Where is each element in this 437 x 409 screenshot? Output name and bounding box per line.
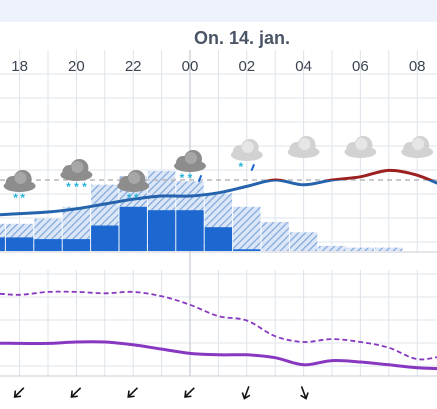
arrow-head	[13, 390, 22, 398]
arrow-head	[184, 390, 192, 398]
sleet-icon: * *	[174, 150, 206, 185]
date-label: On. 14. jan.	[194, 28, 290, 48]
precip-min-bar	[62, 239, 91, 251]
cloudy-icon	[287, 136, 320, 158]
raindrop-icon	[198, 175, 202, 182]
wind-direction-arrow	[184, 387, 195, 398]
arrow-shaft	[14, 387, 25, 397]
arrow-head	[127, 390, 135, 398]
hour-tick-label: 20	[68, 58, 85, 75]
cloud-part	[185, 152, 197, 164]
snow-icon: * * *	[60, 159, 93, 194]
light-snow-icon: * *	[3, 170, 36, 205]
cloudy-icon	[344, 136, 377, 158]
wind-gust-line	[0, 290, 437, 361]
snowflake-icon: *	[134, 191, 139, 205]
date-header-band	[0, 0, 437, 22]
snowflake-icon: *	[82, 180, 87, 194]
precip-min-bar	[119, 206, 147, 251]
cloud-part	[128, 172, 141, 184]
cloud-part	[14, 172, 27, 184]
arrow-head	[300, 392, 309, 400]
precip-min-bar	[233, 249, 261, 251]
hour-tick-label: 22	[125, 58, 142, 75]
cloud-part	[412, 138, 425, 150]
arrow-shaft	[71, 387, 82, 397]
hour-tick-label: 06	[352, 58, 369, 75]
wind-mean-line	[0, 340, 437, 371]
snowflake-icon: *	[188, 171, 193, 185]
precip-min-bar	[0, 237, 5, 251]
wind-direction-arrow	[70, 387, 82, 398]
hour-tick-label: 00	[182, 58, 199, 75]
precip-max-bar	[318, 245, 346, 251]
cloud-part	[241, 141, 254, 153]
wind-direction-arrow	[241, 386, 251, 400]
arrow-shaft	[185, 387, 195, 397]
cloud-part	[298, 138, 311, 150]
arrow-head	[70, 390, 78, 398]
cloud-part	[71, 161, 84, 173]
wind-direction-arrow	[127, 387, 139, 398]
hour-tick-label: 04	[295, 58, 312, 75]
precip-min-bar	[34, 239, 62, 251]
snowflake-icon: *	[127, 191, 132, 205]
light-snow-icon: * *	[117, 170, 150, 205]
temperature-line-cold	[0, 180, 437, 217]
snowflake-icon: *	[180, 171, 185, 185]
cloud-part	[355, 138, 368, 150]
arrow-shaft	[128, 387, 139, 397]
precip-max-bar	[346, 247, 375, 251]
precip-min-bar	[91, 225, 119, 251]
hour-tick-label: 08	[409, 58, 426, 75]
precip-max-bar	[289, 232, 318, 251]
precip-max-bar	[261, 222, 289, 251]
precip-min-bar	[204, 227, 233, 251]
precip-min-bar	[147, 210, 176, 251]
snowflake-icon: *	[13, 191, 18, 205]
wind-direction-arrow	[300, 386, 309, 400]
precip-min-bar	[176, 210, 204, 251]
light-sleet-icon: *	[230, 139, 263, 174]
arrow-head	[241, 392, 251, 400]
precip-max-bar	[233, 206, 261, 251]
precip-min-bar	[5, 237, 34, 251]
snowflake-icon: *	[66, 180, 71, 194]
precip-max-bar	[375, 247, 403, 251]
hour-tick-label: 02	[238, 58, 255, 75]
snowflake-icon: *	[238, 160, 243, 174]
raindrop-icon	[250, 164, 255, 171]
arrow-shaft	[243, 386, 250, 398]
hour-tick-label: 18	[11, 58, 28, 75]
snowflake-icon: *	[74, 180, 79, 194]
snowflake-icon: *	[20, 191, 25, 205]
wind-direction-arrow	[13, 387, 25, 398]
temperature-line-warm	[264, 168, 434, 180]
arrow-shaft	[300, 386, 307, 398]
cloudy-icon	[401, 136, 434, 158]
